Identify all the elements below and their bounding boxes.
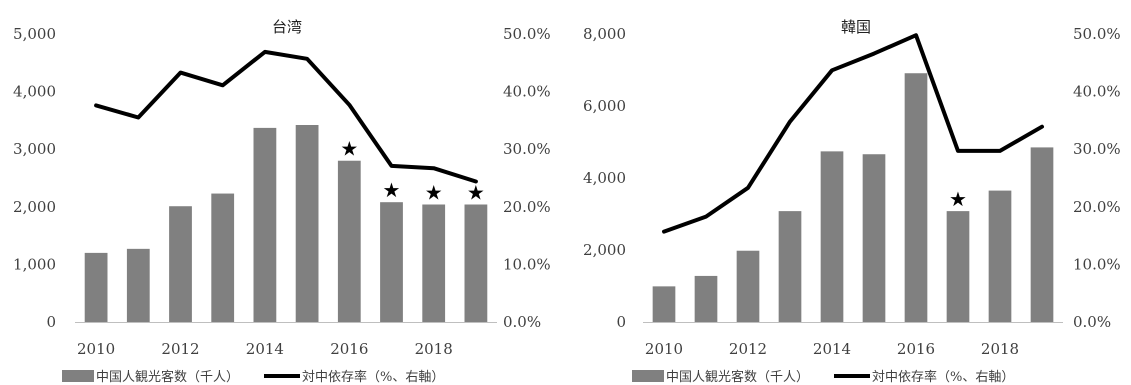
x-tick-label: 2014	[246, 340, 284, 358]
bar	[84, 252, 108, 322]
legend-right: 中国人観光客数（千人） 対中依存率（%、右軸）	[632, 369, 1014, 385]
y-left-tick-label: 1,000	[13, 255, 56, 273]
bar	[988, 190, 1012, 322]
y-right-tick-label: 30.0%	[503, 140, 551, 158]
line-series	[94, 49, 478, 184]
y-right-tick-label: 20.0%	[1073, 198, 1121, 216]
bar	[253, 127, 277, 322]
y-left-tick-label: 5,000	[13, 25, 56, 43]
bar	[904, 73, 928, 323]
bar	[464, 204, 488, 322]
y-left-tick-label: 0	[46, 313, 56, 331]
star-marker: ★	[467, 180, 485, 204]
legend-bar-label: 中国人観光客数（千人）	[96, 369, 239, 385]
x-tick-label: 2010	[77, 340, 115, 358]
x-tick-label: 2012	[729, 340, 767, 358]
y-left-tick-label: 2,000	[13, 198, 56, 216]
y-right-tick-label: 0.0%	[1073, 313, 1111, 331]
line-series	[662, 33, 1044, 234]
bar	[422, 204, 446, 322]
y-left-tick-label: 8,000	[583, 25, 626, 43]
x-tick-label: 2018	[415, 340, 453, 358]
legend-line-label: 対中依存率（%、右軸）	[872, 369, 1014, 385]
y-right-tick-label: 40.0%	[1073, 83, 1121, 101]
bar	[126, 248, 150, 322]
y-left-tick-label: 6,000	[583, 97, 626, 115]
y-left-tick-label: 0	[616, 313, 626, 331]
star-marker: ★	[425, 180, 443, 204]
y-left-tick-label: 4,000	[583, 169, 626, 187]
star-marker: ★	[383, 178, 401, 202]
y-left-tick-label: 3,000	[13, 140, 56, 158]
y-right-tick-label: 10.0%	[1073, 255, 1121, 273]
bar	[169, 206, 192, 322]
x-tick-label: 2012	[161, 340, 199, 358]
x-tick-label: 2018	[981, 340, 1019, 358]
x-tick-label: 2016	[330, 340, 368, 358]
chart-title: 台湾	[272, 18, 302, 36]
bar	[946, 211, 970, 322]
bar	[778, 211, 802, 322]
legend-bar-swatch	[62, 370, 94, 382]
y-right-tick-label: 50.0%	[1073, 25, 1121, 43]
x-tick-label: 2010	[645, 340, 683, 358]
bar	[862, 154, 886, 322]
star-marker: ★	[340, 137, 358, 161]
x-tick-label: 2014	[813, 340, 851, 358]
bar	[736, 250, 760, 322]
bar	[652, 286, 676, 322]
bar	[820, 151, 844, 322]
y-right-tick-label: 0.0%	[503, 313, 541, 331]
legend-left: 中国人観光客数（千人） 対中依存率（%、右軸）	[62, 369, 444, 385]
x-tick-label: 2016	[897, 340, 935, 358]
bar	[694, 275, 718, 322]
y-right-tick-label: 10.0%	[503, 255, 551, 273]
y-right-tick-label: 40.0%	[503, 83, 551, 101]
y-right-tick-label: 20.0%	[503, 198, 551, 216]
y-right-tick-label: 30.0%	[1073, 140, 1121, 158]
chart-title: 韓国	[841, 18, 871, 36]
y-left-tick-label: 2,000	[583, 241, 626, 259]
bar	[295, 125, 319, 323]
y-right-tick-label: 50.0%	[503, 25, 551, 43]
chart-panel-korea: 韓国 0 2,000 4,000 6,000 8,000 0.0% 10.0% 20.0% 30.…	[583, 18, 1121, 358]
bar	[380, 202, 403, 322]
bar	[211, 193, 235, 322]
legend-bar-swatch	[632, 370, 664, 382]
star-marker: ★	[949, 187, 967, 211]
legend-bar-label: 中国人観光客数（千人）	[666, 369, 809, 385]
bar	[1030, 147, 1054, 322]
y-left-tick-label: 4,000	[13, 83, 56, 101]
bar	[337, 160, 361, 322]
legend-line-label: 対中依存率（%、右軸）	[302, 369, 444, 385]
chart-panel-taiwan: 台湾 0 1,000 2,000 3,000 4,000 5,000 0.0% 10.0% 20.…	[13, 18, 551, 358]
